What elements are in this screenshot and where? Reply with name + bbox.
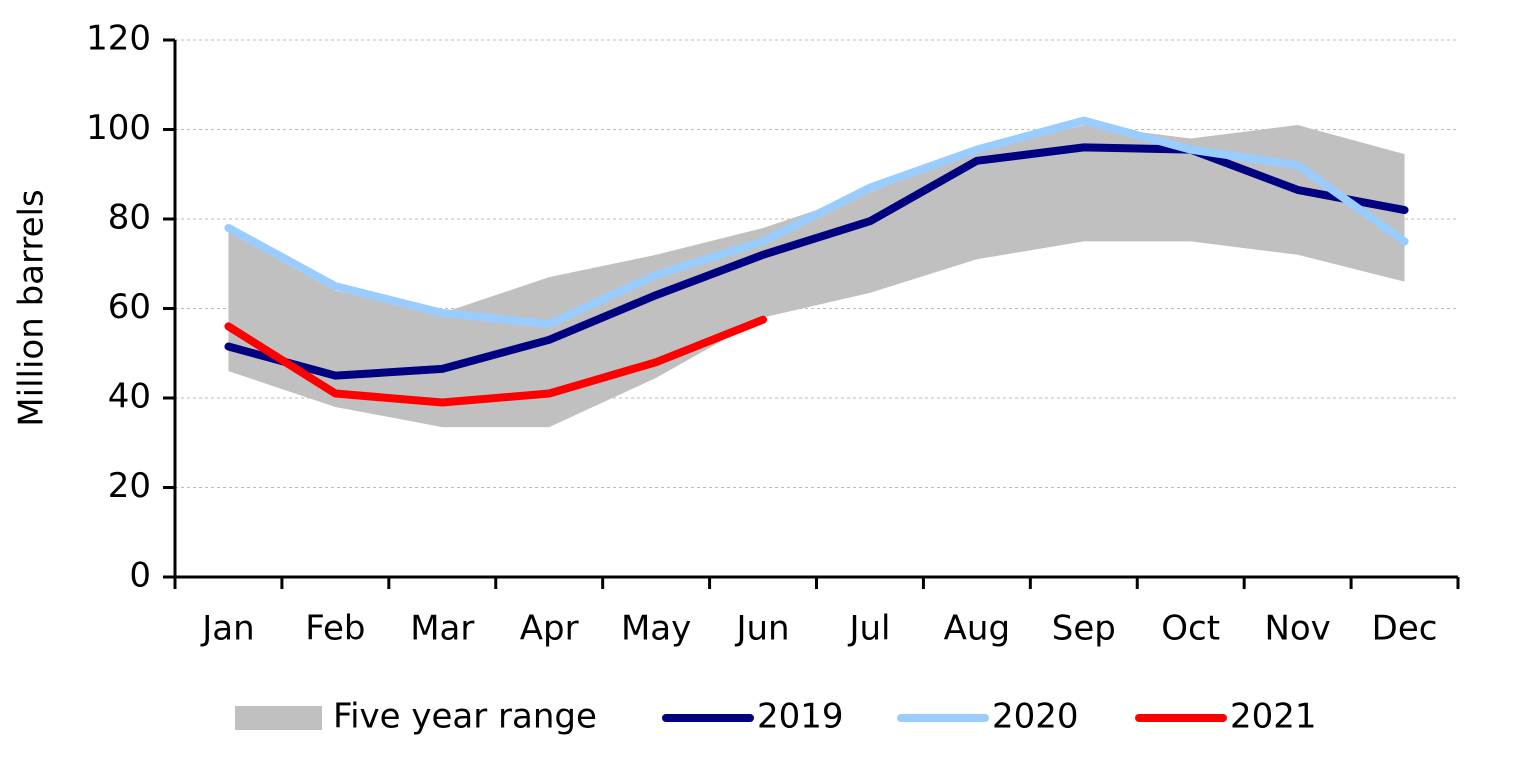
x-tick-label: Nov (1264, 609, 1330, 649)
y-tick-label: 100 (86, 108, 151, 148)
x-tick-label: Jun (734, 609, 789, 649)
legend-swatch (235, 706, 322, 730)
series-line (224, 143, 1409, 380)
x-tick-label: Mar (410, 609, 474, 649)
range-area (228, 125, 1405, 428)
x-tick-label: Sep (1052, 609, 1116, 649)
legend-label: 2019 (757, 697, 844, 737)
x-tick-label: Aug (944, 609, 1010, 649)
x-tick-label: Jul (847, 609, 890, 649)
y-tick-label: 40 (108, 377, 151, 417)
x-tick-label: Apr (520, 609, 579, 649)
y-tick-label: 60 (108, 287, 151, 327)
x-tick-label: Jan (200, 609, 254, 649)
x-tick-label: Oct (1161, 609, 1220, 649)
series-line (224, 315, 768, 407)
series-line (224, 116, 1409, 329)
legend-label: 2021 (1230, 697, 1317, 737)
y-tick-label: 0 (129, 556, 151, 596)
y-tick-label: 120 (86, 19, 151, 59)
y-axis-label: Million barrels (12, 189, 52, 426)
y-tick-label: 20 (108, 466, 151, 506)
x-tick-label: Dec (1372, 609, 1438, 649)
x-tick-label: May (621, 609, 691, 649)
y-tick-label: 80 (108, 198, 151, 238)
legend-label: Five year range (333, 697, 597, 737)
x-tick-label: Feb (305, 609, 365, 649)
legend-label: 2020 (992, 697, 1079, 737)
